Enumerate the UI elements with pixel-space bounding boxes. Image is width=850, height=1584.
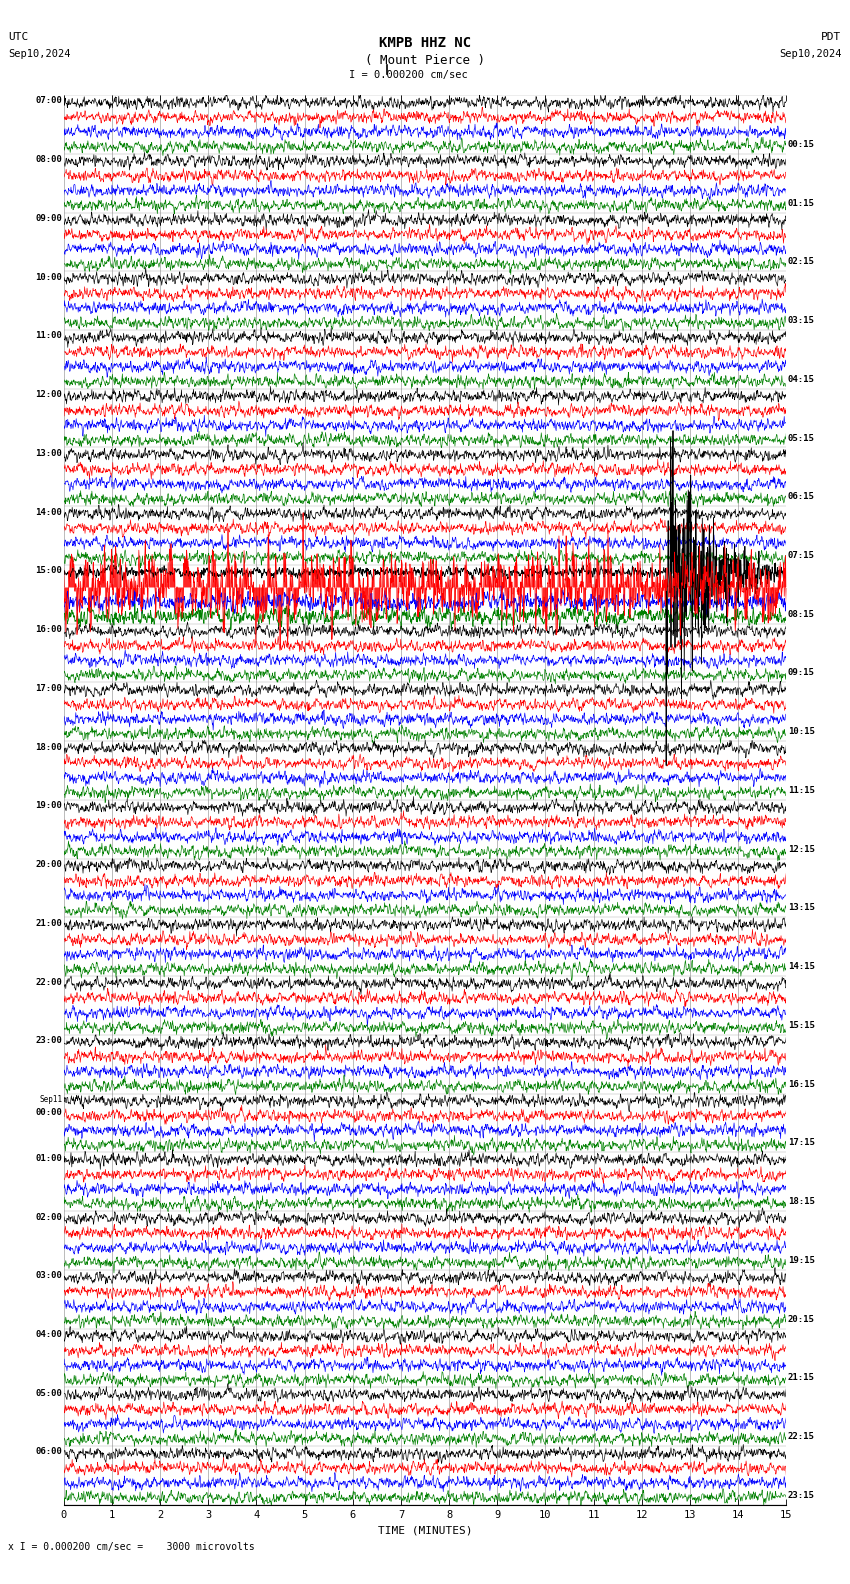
Text: 19:00: 19:00 <box>36 802 62 811</box>
Text: 02:00: 02:00 <box>36 1212 62 1221</box>
Text: 17:15: 17:15 <box>788 1139 814 1147</box>
Text: 22:15: 22:15 <box>788 1432 814 1441</box>
Text: 18:15: 18:15 <box>788 1198 814 1205</box>
Text: 13:00: 13:00 <box>36 448 62 458</box>
Text: 06:15: 06:15 <box>788 493 814 501</box>
Text: 11:00: 11:00 <box>36 331 62 341</box>
Text: 17:00: 17:00 <box>36 684 62 692</box>
Text: 16:00: 16:00 <box>36 626 62 634</box>
Text: 14:15: 14:15 <box>788 961 814 971</box>
Text: 21:15: 21:15 <box>788 1373 814 1383</box>
Text: 15:15: 15:15 <box>788 1022 814 1030</box>
Text: KMPB HHZ NC: KMPB HHZ NC <box>379 36 471 51</box>
Text: Sep10,2024: Sep10,2024 <box>779 49 842 59</box>
Text: 23:00: 23:00 <box>36 1036 62 1045</box>
Text: 13:15: 13:15 <box>788 903 814 912</box>
Text: 02:15: 02:15 <box>788 257 814 266</box>
Text: 10:15: 10:15 <box>788 727 814 737</box>
Text: x I = 0.000200 cm/sec =    3000 microvolts: x I = 0.000200 cm/sec = 3000 microvolts <box>8 1543 255 1552</box>
Text: 00:00: 00:00 <box>36 1109 62 1117</box>
Text: 12:00: 12:00 <box>36 390 62 399</box>
Text: 01:15: 01:15 <box>788 198 814 208</box>
Text: 08:15: 08:15 <box>788 610 814 619</box>
Text: 16:15: 16:15 <box>788 1080 814 1088</box>
Text: Sep10,2024: Sep10,2024 <box>8 49 71 59</box>
Text: 04:00: 04:00 <box>36 1331 62 1338</box>
Text: PDT: PDT <box>821 32 842 41</box>
Text: 22:00: 22:00 <box>36 977 62 987</box>
Text: 20:15: 20:15 <box>788 1315 814 1324</box>
Text: 07:00: 07:00 <box>36 97 62 106</box>
Text: 01:00: 01:00 <box>36 1153 62 1163</box>
X-axis label: TIME (MINUTES): TIME (MINUTES) <box>377 1525 473 1535</box>
Text: UTC: UTC <box>8 32 29 41</box>
Text: 21:00: 21:00 <box>36 919 62 928</box>
Text: 03:15: 03:15 <box>788 317 814 325</box>
Text: 09:00: 09:00 <box>36 214 62 223</box>
Text: 07:15: 07:15 <box>788 551 814 561</box>
Text: 08:00: 08:00 <box>36 155 62 165</box>
Text: 11:15: 11:15 <box>788 786 814 795</box>
Text: 15:00: 15:00 <box>36 567 62 575</box>
Text: 19:15: 19:15 <box>788 1256 814 1266</box>
Text: 20:00: 20:00 <box>36 860 62 870</box>
Text: 05:15: 05:15 <box>788 434 814 442</box>
Text: 05:00: 05:00 <box>36 1389 62 1397</box>
Text: 09:15: 09:15 <box>788 668 814 678</box>
Text: 23:15: 23:15 <box>788 1491 814 1500</box>
Text: 14:00: 14:00 <box>36 507 62 516</box>
Text: 12:15: 12:15 <box>788 844 814 854</box>
Text: 04:15: 04:15 <box>788 375 814 383</box>
Text: 10:00: 10:00 <box>36 272 62 282</box>
Text: ( Mount Pierce ): ( Mount Pierce ) <box>365 54 485 67</box>
Text: Sep11: Sep11 <box>39 1095 62 1104</box>
Text: I = 0.000200 cm/sec: I = 0.000200 cm/sec <box>348 70 468 79</box>
Text: 06:00: 06:00 <box>36 1448 62 1456</box>
Text: 18:00: 18:00 <box>36 743 62 751</box>
Text: 03:00: 03:00 <box>36 1272 62 1280</box>
Text: 00:15: 00:15 <box>788 139 814 149</box>
